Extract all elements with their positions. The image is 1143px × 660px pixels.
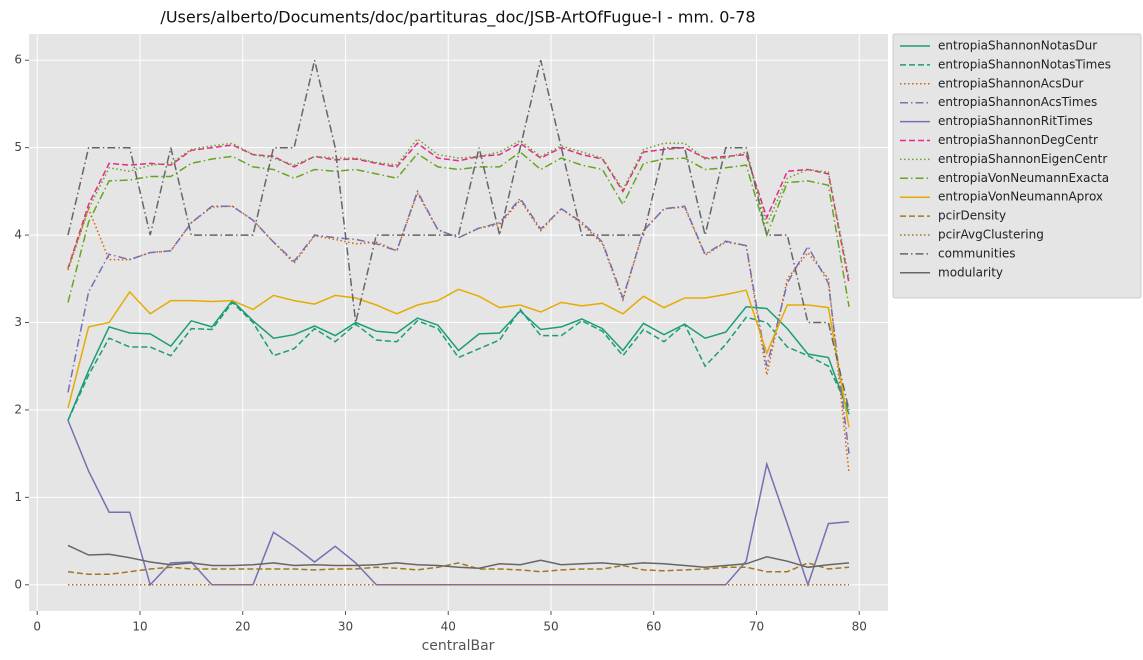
x-tick-label: 50 — [543, 620, 558, 634]
legend-label: communities — [938, 246, 1016, 260]
y-tick-label: 5 — [14, 140, 22, 154]
chart-title: /Users/alberto/Documents/doc/partituras_… — [160, 8, 755, 28]
series-line — [67, 137, 850, 279]
series-line — [67, 299, 850, 421]
x-tick-label: 40 — [441, 620, 456, 634]
y-tick-label: 1 — [14, 490, 22, 504]
legend-label: modularity — [938, 265, 1003, 279]
series-line — [67, 562, 850, 576]
legend-label: entropiaShannonNotasTimes — [938, 57, 1111, 71]
legend-label: pcirAvgClustering — [938, 228, 1044, 242]
x-tick-label: 70 — [749, 620, 764, 634]
x-tick-label: 30 — [338, 620, 353, 634]
x-tick-label: 0 — [33, 620, 41, 634]
legend — [892, 33, 1142, 299]
x-tick-label: 20 — [235, 620, 250, 634]
legend-label: entropiaVonNeumannAprox — [938, 190, 1103, 204]
series-line — [67, 142, 850, 284]
series-line — [67, 151, 850, 307]
legend-label: entropiaShannonRitTimes — [938, 114, 1093, 128]
y-tick-label: 2 — [14, 402, 22, 416]
x-tick-label: 80 — [852, 620, 867, 634]
series-line — [67, 544, 850, 569]
legend-label: entropiaShannonDegCentr — [938, 133, 1098, 147]
series-line — [67, 189, 850, 454]
legend-label: entropiaVonNeumannExacta — [938, 171, 1109, 185]
legend-label: entropiaShannonNotasDur — [938, 39, 1097, 53]
series-line — [67, 60, 850, 411]
y-tick-label: 0 — [14, 577, 22, 591]
y-tick-label: 4 — [14, 228, 22, 242]
legend-label: entropiaShannonAcsDur — [938, 76, 1083, 90]
legend-label: pcirDensity — [938, 209, 1006, 223]
series-line — [67, 288, 850, 428]
legend-label: entropiaShannonAcsTimes — [938, 95, 1097, 109]
x-tick-label: 10 — [132, 620, 147, 634]
y-tick-label: 3 — [14, 315, 22, 329]
x-axis-label: centralBar — [422, 638, 495, 654]
legend-label: entropiaShannonEigenCentr — [938, 152, 1107, 166]
y-tick-label: 6 — [14, 53, 22, 67]
series-line — [67, 301, 850, 421]
x-tick-label: 60 — [646, 620, 661, 634]
